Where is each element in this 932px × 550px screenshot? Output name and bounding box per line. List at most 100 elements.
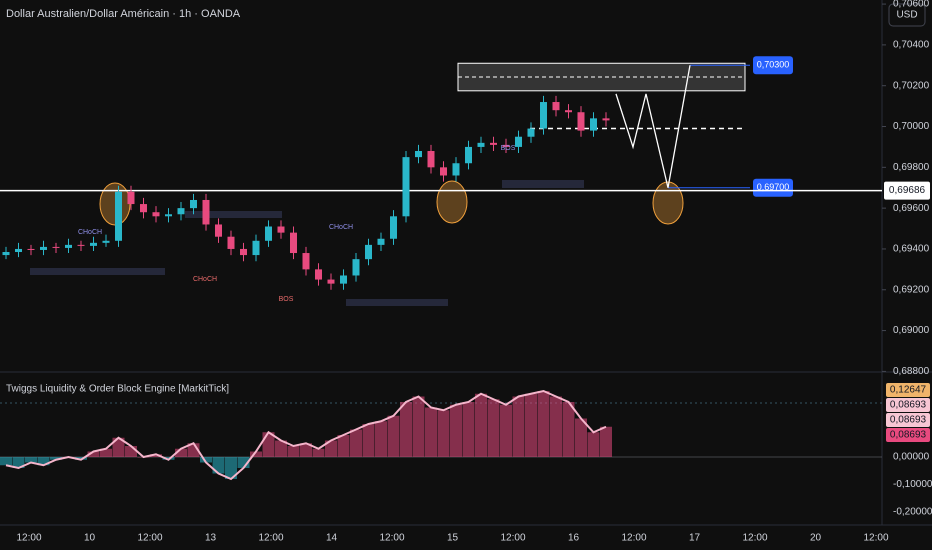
candle-body	[152, 212, 160, 217]
oscillator-bar	[50, 456, 62, 460]
order-blocks	[30, 180, 584, 306]
candle-body	[452, 163, 460, 176]
candle-body	[127, 191, 135, 205]
oscillator-bar	[100, 448, 112, 457]
price-tag-label: 0,69700	[757, 182, 790, 192]
oscillator-bar	[200, 456, 212, 463]
readout-tag	[886, 383, 930, 397]
y-tick-label: 0,70600	[893, 0, 930, 10]
readout-label: 0,08693	[890, 415, 927, 426]
oscillator-bar	[337, 434, 350, 457]
candle-body	[552, 102, 560, 111]
candle-body	[602, 118, 610, 121]
candle-body	[377, 238, 385, 245]
oscillator-bar	[375, 421, 387, 457]
oscillator-bar	[437, 410, 450, 457]
highlight-circle	[652, 181, 684, 225]
candle-body	[77, 244, 85, 246]
structure-label: CHoCH	[78, 229, 102, 236]
oscillator-bar	[400, 401, 412, 457]
x-tick-label: 15	[447, 533, 459, 544]
oscillator-bar	[550, 396, 562, 457]
oscillator-bar	[175, 448, 187, 457]
candle-body	[2, 252, 10, 256]
oscillator-bar	[300, 443, 312, 457]
oscillator-bar	[250, 451, 262, 457]
oscillator-bar	[525, 393, 537, 457]
price-tag	[753, 56, 793, 75]
candle-body	[427, 151, 435, 168]
candle-body	[302, 253, 310, 270]
candle-body	[65, 244, 72, 248]
candle-body	[40, 246, 47, 250]
x-tick-label: 12:00	[379, 533, 404, 544]
y-tick-label: 0,00000	[893, 452, 930, 463]
structure-label: BOS	[501, 145, 516, 152]
candle-body	[177, 208, 185, 215]
candle-body	[327, 279, 335, 284]
oscillator-bar	[387, 415, 400, 457]
x-tick-label: 12:00	[500, 533, 525, 544]
price-tag-label: 0,69686	[889, 185, 926, 196]
readout-label: 0,08693	[890, 400, 927, 411]
oscillator-bar	[162, 456, 175, 460]
price-tag	[884, 181, 930, 200]
candle-body	[440, 167, 447, 176]
candle-body	[27, 248, 35, 250]
candle-body	[315, 269, 322, 280]
x-tick-label: 16	[568, 533, 580, 544]
oscillator-bar	[487, 399, 500, 457]
candle-body	[102, 240, 110, 243]
readout-tag	[886, 413, 930, 427]
y-tick-label: 0,69400	[893, 244, 930, 255]
x-tick-label: 13	[205, 533, 217, 544]
oscillator-bar	[25, 456, 37, 463]
structure-label: CHoCH	[329, 224, 353, 231]
candle-body	[527, 128, 535, 137]
candle-body	[277, 226, 285, 233]
candle-body	[202, 199, 210, 225]
chart-title: Dollar Australien/Dollar Américain · 1h …	[6, 8, 241, 20]
price-tag-label: 0,70300	[757, 60, 790, 70]
projection-path	[615, 65, 691, 188]
candle-body	[477, 142, 485, 147]
oscillator-bar	[275, 440, 287, 457]
candle-body	[340, 275, 347, 284]
oscillator-bar	[362, 423, 375, 457]
price-tag	[753, 178, 793, 197]
oscillator-bar	[412, 396, 425, 457]
x-tick-label: 14	[326, 533, 338, 544]
order-block	[502, 180, 584, 188]
oscillator-bar	[462, 401, 475, 457]
readout-label: 0,08693	[890, 430, 927, 441]
x-tick-label: 12:00	[137, 533, 162, 544]
oscillator-bar	[37, 456, 50, 466]
oscillator-bar	[325, 440, 337, 457]
candle-body	[565, 110, 572, 113]
currency-label[interactable]: USD	[896, 10, 917, 21]
readout-tag	[886, 428, 930, 442]
oscillator-bar	[237, 456, 250, 468]
candle-body	[577, 112, 585, 131]
x-tick-label: 10	[84, 533, 96, 544]
candle-body	[490, 142, 497, 145]
currency-button[interactable]	[888, 3, 926, 27]
readout-label: 0,12647	[890, 385, 927, 396]
candle-body	[165, 214, 172, 217]
candle-body	[540, 102, 547, 129]
x-tick-label: 12:00	[16, 533, 41, 544]
candle-body	[365, 244, 372, 260]
candle-body	[590, 118, 597, 131]
candle-body	[352, 259, 360, 276]
y-tick-label: -0,10000	[893, 479, 932, 490]
x-tick-label: 20	[810, 533, 822, 544]
oscillator-bar	[587, 432, 600, 457]
x-tick-label: 12:00	[258, 533, 283, 544]
oscillator-bar	[125, 445, 137, 457]
y-tick-label: 0,70200	[893, 80, 930, 91]
candle-body	[15, 248, 22, 253]
candle-body	[90, 242, 97, 246]
oscillator-bar	[537, 390, 550, 457]
candle-body	[402, 157, 410, 217]
